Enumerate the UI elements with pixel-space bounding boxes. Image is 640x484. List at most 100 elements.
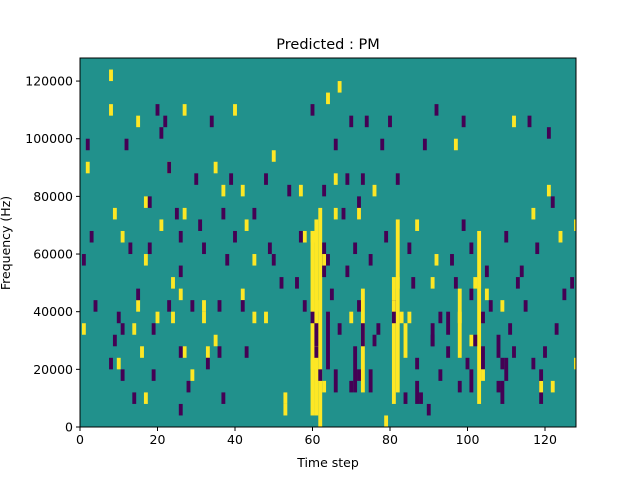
y-tick-label: 0: [65, 420, 73, 435]
high-cell: [116, 357, 121, 370]
x-tick-label: 40: [227, 432, 243, 447]
x-tick-label: 60: [305, 432, 321, 447]
high-cell: [155, 311, 160, 324]
high-cell: [205, 346, 210, 358]
low-cell: [221, 392, 226, 404]
high-cell: [109, 69, 113, 82]
low-cell: [515, 277, 520, 289]
high-cell: [171, 277, 175, 289]
low-cell: [124, 138, 129, 151]
high-cell: [558, 230, 563, 243]
low-cell: [310, 104, 315, 116]
high-cell: [81, 323, 86, 335]
low-cell: [93, 300, 98, 312]
high-cell: [120, 230, 125, 243]
high-cell: [407, 311, 412, 324]
x-tick-label: 100: [456, 432, 480, 447]
low-cell: [209, 115, 214, 128]
high-cell: [240, 184, 245, 197]
high-cell: [546, 184, 551, 197]
low-cell: [221, 207, 226, 220]
high-cell: [349, 311, 354, 324]
high-cell: [481, 369, 485, 381]
x-tick-label: 120: [533, 432, 557, 447]
low-cell: [271, 254, 276, 266]
low-cell: [453, 277, 458, 289]
high-cell: [430, 277, 435, 289]
low-cell: [264, 173, 268, 185]
low-cell: [446, 346, 451, 358]
y-tick-label: 100000: [25, 131, 73, 146]
low-band: [481, 346, 485, 370]
high-cell: [384, 415, 389, 427]
low-cell: [450, 254, 454, 266]
low-cell: [562, 288, 567, 301]
x-tick-label: 0: [76, 432, 84, 447]
low-cell: [546, 127, 551, 139]
low-cell: [167, 300, 172, 312]
high-cell: [399, 311, 404, 324]
low-cell: [147, 196, 152, 208]
high-cell: [457, 311, 462, 324]
high-cell: [322, 254, 327, 266]
low-cell: [376, 323, 381, 335]
low-cell: [512, 346, 516, 358]
high-band: [391, 277, 396, 404]
low-cell: [205, 357, 210, 370]
low-cell: [430, 334, 435, 347]
low-cell: [388, 115, 392, 128]
high-band: [395, 219, 400, 393]
low-cell: [287, 184, 292, 197]
low-cell: [554, 323, 559, 335]
high-cell: [178, 288, 183, 301]
low-cell: [167, 161, 172, 174]
low-cell: [202, 242, 206, 255]
high-cell: [310, 230, 315, 243]
low-cell: [357, 369, 361, 381]
low-cell: [527, 115, 532, 128]
high-cell: [240, 288, 245, 301]
high-cell: [182, 207, 187, 220]
low-cell: [337, 323, 342, 335]
y-tick-label: 80000: [33, 189, 73, 204]
high-band: [318, 207, 323, 427]
high-cell: [302, 230, 307, 243]
low-cell: [360, 173, 365, 185]
low-cell: [120, 369, 125, 381]
high-cell: [484, 288, 489, 301]
low-cell: [151, 323, 156, 335]
low-cell: [496, 380, 501, 393]
low-cell: [326, 254, 330, 266]
low-band: [314, 323, 319, 347]
high-cell: [213, 161, 218, 174]
low-band: [368, 369, 373, 393]
low-band: [469, 369, 474, 393]
low-cell: [539, 369, 544, 381]
low-cell: [333, 138, 338, 151]
low-cell: [186, 380, 191, 393]
high-cell: [477, 277, 482, 289]
low-cell: [531, 357, 536, 370]
low-band: [333, 369, 338, 393]
low-cell: [469, 242, 474, 255]
high-cell: [333, 173, 338, 185]
low-cell: [178, 265, 183, 278]
high-cell: [136, 300, 141, 312]
high-cell: [136, 115, 141, 128]
y-axis-ticks: 0 20000 40000 60000 80000 100000 120000: [25, 74, 80, 435]
high-cell: [531, 207, 536, 220]
high-cell: [271, 150, 276, 162]
low-band: [360, 323, 365, 347]
high-cell: [574, 219, 576, 231]
low-cell: [543, 346, 547, 358]
high-cell: [213, 334, 218, 347]
high-cell: [109, 104, 113, 116]
high-band: [314, 219, 319, 416]
low-cell: [345, 173, 350, 185]
low-cell: [322, 184, 327, 197]
low-band: [496, 334, 501, 358]
high-cell: [202, 311, 206, 324]
low-cell: [438, 369, 443, 381]
